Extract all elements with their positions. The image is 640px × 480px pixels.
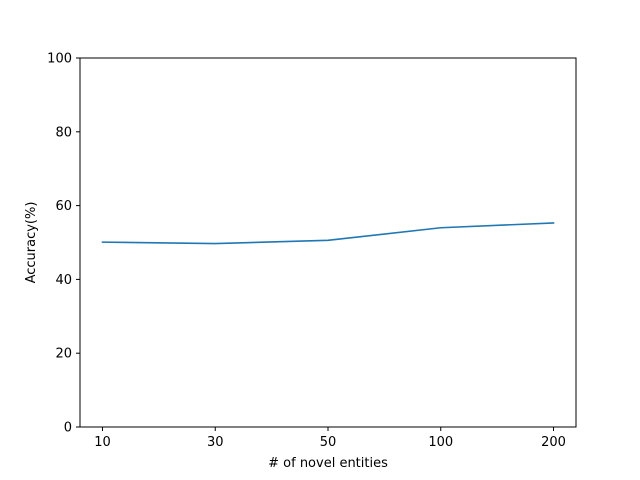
x-axis-label: # of novel entities [268,456,388,471]
y-tick-label: 100 [47,52,72,67]
x-tick-label: 50 [320,435,337,450]
series-layer [101,222,555,245]
x-tick-label: 30 [207,435,224,450]
x-tick-label: 10 [94,435,111,450]
y-axis-label: Accuracy(%) [24,202,39,284]
x-tick-label: 200 [541,435,566,450]
x-tick-label: 100 [428,435,453,450]
series-line [101,222,555,245]
y-tick-label: 20 [55,347,72,362]
y-tick-label: 60 [55,199,72,214]
x-axis-ticks: 10 30 50 100 200 [94,427,566,450]
y-tick-label: 0 [64,421,72,436]
y-tick-label: 80 [55,125,72,140]
y-axis-ticks: 0 20 40 60 80 100 [47,52,80,436]
y-tick-label: 40 [55,273,72,288]
